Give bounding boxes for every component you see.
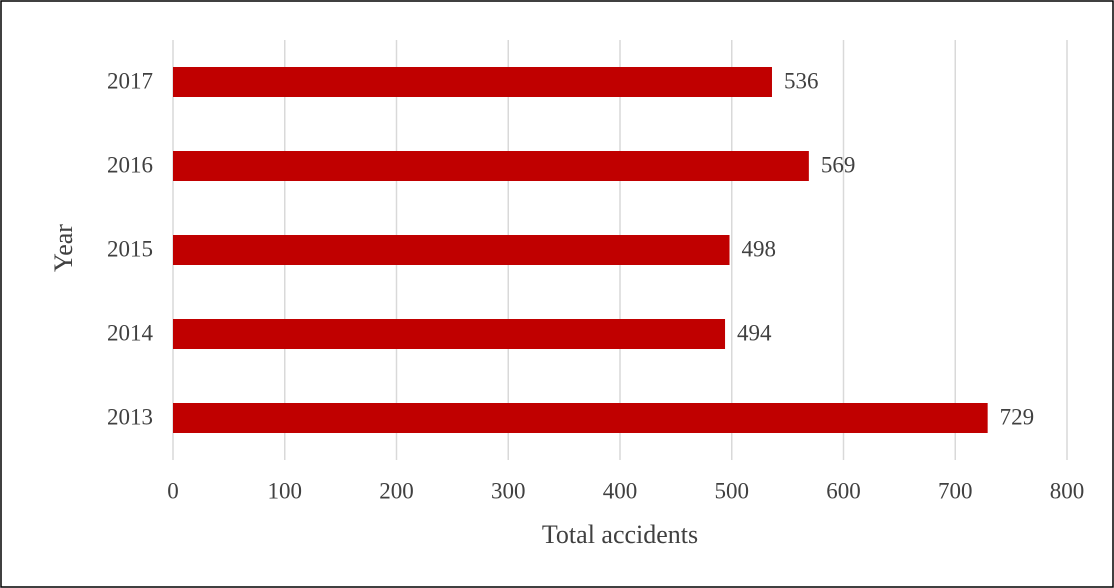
x-tick-label: 800 [1050,478,1085,503]
x-tick-label: 500 [715,478,750,503]
x-tick-label: 600 [826,478,861,503]
x-tick-label: 0 [167,478,179,503]
x-tick-label: 400 [603,478,638,503]
x-tick-label: 700 [938,478,973,503]
x-tick-label: 300 [491,478,526,503]
y-axis-label: Year [49,224,78,272]
bar [173,67,772,97]
x-axis-label: Total accidents [542,520,698,549]
data-label: 729 [1000,404,1035,429]
bar [173,403,988,433]
x-tick-label: 200 [379,478,414,503]
data-label: 494 [737,320,772,345]
y-tick-label: 2016 [107,152,153,177]
x-tick-label: 100 [268,478,303,503]
data-label: 498 [742,236,777,261]
bar [173,235,730,265]
y-tick-label: 2014 [107,320,154,345]
y-tick-label: 2013 [107,404,153,429]
data-label: 569 [821,152,856,177]
bar [173,151,809,181]
y-tick-label: 2015 [107,236,153,261]
y-tick-label: 2017 [107,68,153,93]
bar [173,319,726,349]
data-label: 536 [784,68,819,93]
